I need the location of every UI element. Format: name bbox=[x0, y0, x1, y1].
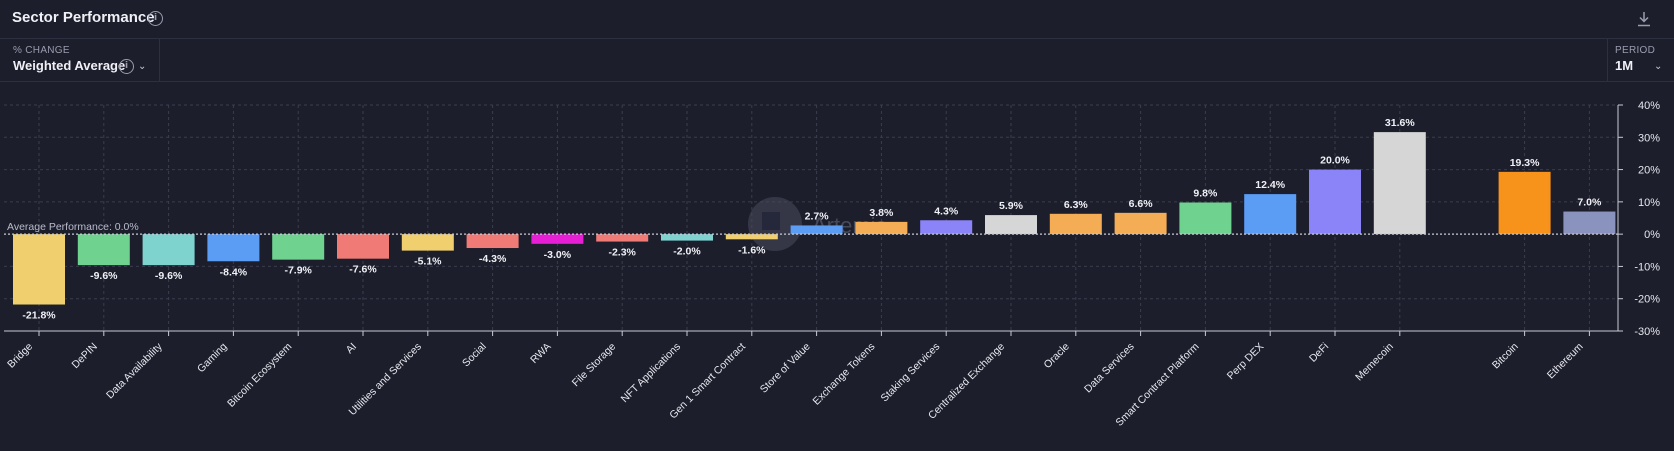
x-tick-label: Oracle bbox=[1042, 341, 1072, 371]
x-tick-label: Perp DEX bbox=[1225, 341, 1266, 382]
x-tick-label: Exchange Tokens bbox=[811, 341, 878, 408]
data-label: 19.3% bbox=[1510, 157, 1540, 169]
chart-controls: % CHANGE Weighted Average i ⌄ PERIOD 1M … bbox=[0, 39, 1674, 82]
data-label: -2.3% bbox=[608, 247, 636, 259]
x-tick-label: Store of Value bbox=[758, 341, 813, 396]
data-label: 12.4% bbox=[1255, 179, 1285, 191]
bar-chart: 40%30%20%10%0%-10%-20%-30%Artemis-21.8%B… bbox=[4, 100, 1660, 429]
x-tick-label: Bitcoin bbox=[1490, 341, 1521, 372]
data-label: -3.0% bbox=[544, 249, 572, 261]
bar[interactable] bbox=[596, 234, 649, 242]
period-label: PERIOD bbox=[1615, 45, 1656, 56]
download-icon[interactable] bbox=[1636, 10, 1652, 28]
bar[interactable] bbox=[531, 234, 584, 244]
data-label: 9.8% bbox=[1193, 188, 1218, 200]
bar[interactable] bbox=[1049, 213, 1102, 235]
chart-header: Sector Performance i bbox=[0, 0, 1674, 39]
bar[interactable] bbox=[1309, 169, 1361, 235]
period-selector[interactable]: PERIOD 1M ⌄ bbox=[1607, 39, 1674, 81]
data-label: 4.3% bbox=[934, 205, 959, 217]
info-icon[interactable]: i bbox=[148, 11, 163, 26]
info-icon[interactable]: i bbox=[119, 59, 134, 74]
page-title: Sector Performance bbox=[12, 9, 155, 26]
y-tick-label: 10% bbox=[1638, 197, 1660, 209]
bar[interactable] bbox=[207, 234, 260, 262]
data-label: 5.9% bbox=[999, 200, 1024, 212]
y-tick-label: -30% bbox=[1634, 326, 1660, 338]
x-tick-label: Utilities and Services bbox=[347, 341, 424, 418]
x-tick-label: Gaming bbox=[195, 341, 230, 376]
x-tick-label: Social bbox=[460, 341, 489, 370]
watermark-logo bbox=[762, 212, 780, 230]
data-label: 3.8% bbox=[869, 207, 894, 219]
bar[interactable] bbox=[272, 234, 325, 260]
bar[interactable] bbox=[790, 225, 843, 235]
bar[interactable] bbox=[920, 220, 973, 235]
data-label: -7.6% bbox=[349, 264, 377, 276]
data-label: -9.6% bbox=[155, 270, 183, 282]
bar[interactable] bbox=[661, 234, 713, 241]
y-tick-label: -10% bbox=[1634, 261, 1660, 273]
y-tick-label: 20% bbox=[1638, 165, 1660, 177]
data-label: 6.3% bbox=[1064, 199, 1089, 211]
x-tick-label: Staking Services bbox=[879, 341, 943, 405]
bar[interactable] bbox=[725, 234, 778, 240]
bar[interactable] bbox=[1179, 202, 1232, 235]
y-tick-label: -20% bbox=[1634, 294, 1660, 306]
change-label: % CHANGE bbox=[13, 45, 70, 56]
data-label: -2.0% bbox=[673, 246, 701, 258]
data-label: 7.0% bbox=[1577, 197, 1602, 209]
data-label: 6.6% bbox=[1129, 198, 1154, 210]
data-label: -7.9% bbox=[284, 265, 312, 277]
x-tick-label: NFT Applications bbox=[619, 341, 683, 405]
y-tick-label: 0% bbox=[1644, 229, 1660, 241]
bar[interactable] bbox=[142, 234, 195, 266]
bar[interactable] bbox=[855, 221, 908, 235]
x-tick-label: AI bbox=[344, 341, 360, 357]
data-label: -4.3% bbox=[479, 253, 507, 265]
x-tick-label: File Storage bbox=[570, 341, 619, 390]
x-tick-label: DePIN bbox=[70, 341, 100, 371]
data-label: 2.7% bbox=[805, 210, 830, 222]
data-label: -9.6% bbox=[90, 270, 118, 282]
bar[interactable] bbox=[1373, 132, 1426, 235]
x-tick-label: Ethereum bbox=[1545, 340, 1586, 381]
bar[interactable] bbox=[466, 234, 519, 249]
bar[interactable] bbox=[1244, 194, 1297, 235]
bar[interactable] bbox=[1498, 171, 1551, 235]
x-tick-label: Memecoin bbox=[1353, 341, 1396, 384]
average-label: Average Performance: 0.0% bbox=[7, 221, 139, 233]
x-tick-label: Data Services bbox=[1082, 341, 1137, 396]
data-label: -8.4% bbox=[220, 266, 248, 278]
period-value[interactable]: 1M bbox=[1615, 58, 1634, 73]
chevron-down-icon[interactable]: ⌄ bbox=[138, 61, 147, 72]
bar[interactable] bbox=[985, 215, 1037, 235]
x-tick-label: Data Availability bbox=[104, 340, 165, 401]
x-tick-label: DeFi bbox=[1307, 341, 1331, 365]
bar[interactable] bbox=[1114, 212, 1167, 235]
x-tick-label: Bridge bbox=[5, 341, 35, 371]
data-label: 31.6% bbox=[1385, 117, 1415, 129]
chevron-down-icon[interactable]: ⌄ bbox=[1654, 61, 1663, 72]
bar[interactable] bbox=[13, 234, 65, 305]
bar[interactable] bbox=[337, 234, 389, 259]
bar[interactable] bbox=[1563, 211, 1616, 235]
y-tick-label: 40% bbox=[1638, 100, 1660, 112]
x-tick-label: Bitcoin Ecosystem bbox=[225, 340, 294, 409]
bar[interactable] bbox=[77, 234, 130, 266]
y-tick-label: 30% bbox=[1638, 132, 1660, 144]
data-label: -21.8% bbox=[22, 310, 56, 322]
x-tick-label: RWA bbox=[528, 341, 553, 366]
bar[interactable] bbox=[401, 234, 454, 251]
data-label: -5.1% bbox=[414, 256, 442, 268]
change-value[interactable]: Weighted Average bbox=[13, 58, 126, 73]
data-label: -1.6% bbox=[738, 244, 766, 256]
change-selector[interactable]: % CHANGE Weighted Average i ⌄ bbox=[0, 39, 160, 81]
data-label: 20.0% bbox=[1320, 155, 1350, 167]
